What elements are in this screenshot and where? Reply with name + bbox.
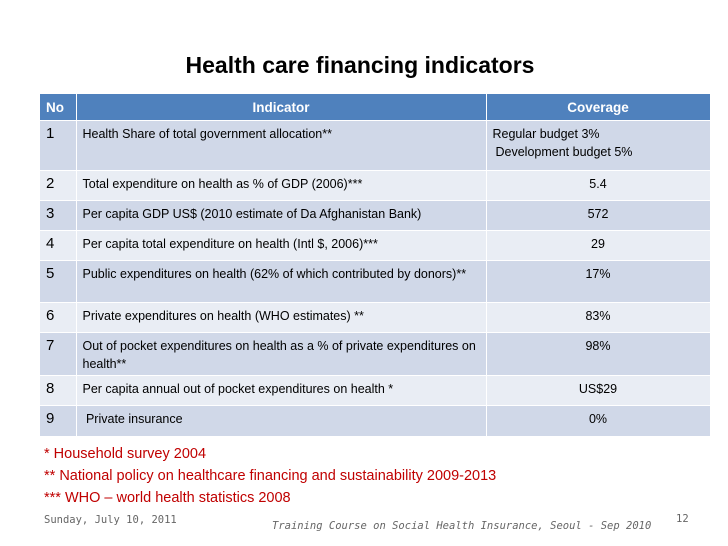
footnotes: * Household survey 2004 ** National poli… [44,443,496,509]
table-row: 6 Private expenditures on health (WHO es… [40,302,711,333]
row-number: 2 [40,170,77,201]
coverage-line: Regular budget 3% [492,127,600,141]
column-header-coverage: Coverage [486,94,711,121]
table-row: 8 Per capita annual out of pocket expend… [40,375,711,406]
footer-date: Sunday, July 10, 2011 [44,514,177,526]
indicator-cell: Health Share of total government allocat… [76,120,487,171]
page-number: 12 [676,513,689,525]
footnote: ** National policy on healthcare financi… [44,468,497,484]
row-number: 4 [40,230,77,261]
page-title: Health care financing indicators [185,52,535,78]
table-header-row: No Indicator Coverage [40,94,711,121]
row-number: 5 [40,260,77,303]
coverage-cell: 0% [486,405,711,436]
table-row: 5 Public expenditures on health (62% of … [40,260,711,303]
footnote: *** WHO – world health statistics 2008 [44,490,291,506]
row-number: 8 [40,375,77,406]
table-row: 9 Private insurance 0% [40,405,711,436]
row-number: 3 [40,200,77,231]
indicator-cell: Private expenditures on health (WHO esti… [76,302,487,333]
column-header-indicator: Indicator [76,94,487,121]
row-number: 1 [40,120,77,171]
indicator-cell: Total expenditure on health as % of GDP … [76,170,487,201]
footnote: * Household survey 2004 [44,446,207,462]
row-number: 6 [40,302,77,333]
coverage-cell: US$29 [486,375,711,406]
footer-course-title: Training Course on Social Health Insuran… [272,520,652,532]
coverage-line: Development budget 5% [495,145,633,159]
row-number: 7 [40,332,77,376]
coverage-cell: 5.4 [486,170,711,201]
column-header-no: No [40,94,77,121]
table-row: 2 Total expenditure on health as % of GD… [40,170,711,201]
table-row: 3 Per capita GDP US$ (2010 estimate of D… [40,200,711,231]
indicators-table: No Indicator Coverage 1 Health Share of … [40,94,711,436]
coverage-cell: 98% [486,332,711,376]
indicator-cell: Out of pocket expenditures on health as … [76,332,487,376]
table-row: 4 Per capita total expenditure on health… [40,230,711,261]
coverage-cell: 17% [486,260,711,303]
row-number: 9 [40,405,77,436]
indicator-cell: Private insurance [76,405,487,436]
coverage-cell: 29 [486,230,711,261]
coverage-cell: 83% [486,302,711,333]
indicator-cell: Public expenditures on health (62% of wh… [76,260,487,303]
indicator-cell: Per capita annual out of pocket expendit… [76,375,487,406]
table-row: 1 Health Share of total government alloc… [40,120,711,171]
coverage-cell: Regular budget 3% Development budget 5% [486,120,711,171]
indicator-cell: Per capita GDP US$ (2010 estimate of Da … [76,200,487,231]
indicator-cell: Per capita total expenditure on health (… [76,230,487,261]
coverage-cell: 572 [486,200,711,231]
table-row: 7 Out of pocket expenditures on health a… [40,332,711,376]
